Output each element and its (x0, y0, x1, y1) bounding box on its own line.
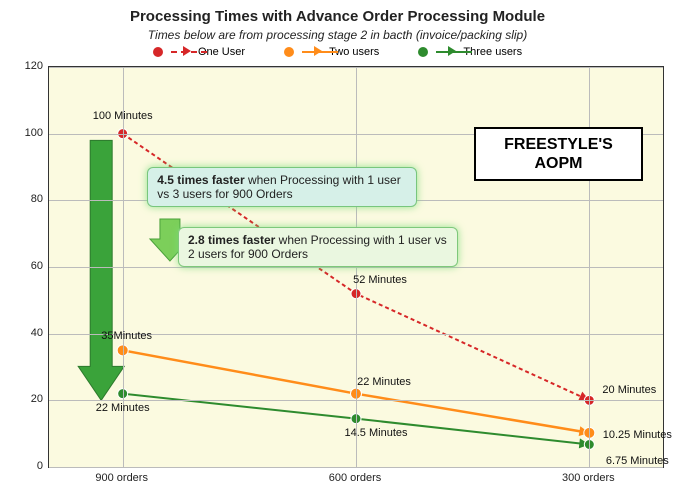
y-tick-label: 80 (31, 193, 43, 205)
x-tick-label: 900 orders (95, 472, 148, 484)
plot-area: 100 Minutes 52 Minutes 20 Minutes 35Minutes… (48, 66, 664, 468)
legend-line-icon (418, 47, 454, 57)
brand-box: FREESTYLE'SAOPM (474, 127, 643, 181)
legend-line-icon (284, 47, 320, 57)
legend-line-icon (153, 47, 189, 57)
legend: One User Two users Three users (0, 46, 675, 58)
legend-item-three-users: Three users (418, 46, 522, 58)
down-arrow-icon (78, 140, 124, 400)
data-label: 35Minutes (101, 330, 152, 342)
y-tick-label: 20 (31, 393, 43, 405)
y-tick-label: 40 (31, 327, 43, 339)
gridline-v (356, 67, 357, 467)
x-tick-label: 300 orders (562, 472, 615, 484)
y-tick-label: 0 (37, 460, 43, 472)
data-label: 22 Minutes (357, 376, 411, 388)
brand-line1: FREESTYLE'S (486, 135, 631, 154)
chart-container: Processing Times with Advance Order Proc… (0, 0, 675, 503)
data-label: 52 Minutes (353, 274, 407, 286)
y-tick-label: 120 (25, 60, 43, 72)
callout-bold: 4.5 times faster (157, 173, 244, 187)
legend-item-two-users: Two users (284, 46, 379, 58)
y-tick-label: 100 (25, 127, 43, 139)
gridline-h (49, 467, 663, 468)
brand-line2: AOPM (486, 154, 631, 173)
data-label: 6.75 Minutes (606, 455, 669, 467)
data-label: 20 Minutes (602, 384, 656, 396)
callout-1: 4.5 times faster when Processing with 1 … (147, 167, 417, 207)
y-tick-label: 60 (31, 260, 43, 272)
data-label: 14.5 Minutes (345, 427, 408, 439)
data-label: 10.25 Minutes (603, 429, 672, 441)
data-label: 100 Minutes (93, 110, 153, 122)
legend-item-one-user: One User (153, 46, 245, 58)
chart-subtitle: Times below are from processing stage 2 … (0, 28, 675, 42)
data-label: 22 Minutes (96, 402, 150, 414)
chart-title: Processing Times with Advance Order Proc… (0, 8, 675, 25)
callout-bold: 2.8 times faster (188, 233, 275, 247)
x-tick-label: 600 orders (329, 472, 382, 484)
callout-2: 2.8 times faster when Processing with 1 … (178, 227, 458, 267)
